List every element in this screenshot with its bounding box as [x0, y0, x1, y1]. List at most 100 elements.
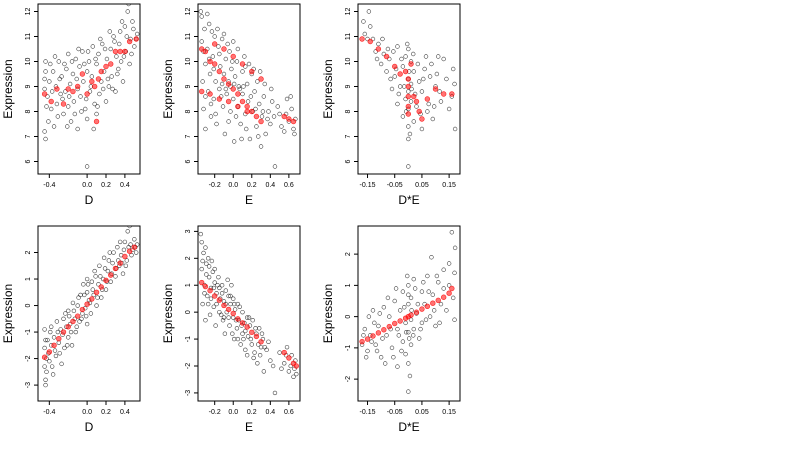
data-point — [240, 69, 245, 74]
data-point — [400, 289, 406, 294]
fitted-point — [74, 83, 81, 90]
data-point — [63, 311, 68, 316]
fitted-point — [225, 98, 232, 105]
data-point — [244, 81, 250, 87]
data-point — [452, 126, 458, 132]
data-point — [248, 336, 254, 342]
data-point — [407, 373, 413, 379]
data-point — [411, 51, 416, 57]
data-point — [389, 86, 395, 92]
data-point — [113, 89, 118, 94]
data-point — [403, 351, 408, 357]
data-point — [446, 106, 452, 112]
data-point — [42, 76, 47, 82]
data-point — [277, 111, 282, 117]
data-point — [203, 94, 208, 99]
data-point — [90, 44, 95, 49]
data-point — [365, 348, 370, 354]
data-point — [105, 268, 111, 274]
data-point — [66, 335, 71, 340]
plot-box — [357, 225, 461, 402]
data-point — [268, 358, 273, 363]
data-point — [381, 305, 387, 310]
data-point — [391, 49, 396, 54]
data-point — [451, 66, 456, 72]
data-point — [101, 255, 107, 261]
data-point — [279, 366, 284, 371]
data-point — [210, 54, 216, 59]
data-point — [421, 76, 426, 82]
fitted-point — [199, 88, 205, 95]
y-tick-label: 0 — [25, 303, 32, 307]
data-point — [406, 283, 411, 288]
data-point — [361, 19, 366, 24]
fitted-point — [221, 46, 227, 52]
fitted-point — [117, 260, 123, 266]
data-point — [110, 260, 115, 266]
data-point — [128, 242, 133, 247]
fitted-point — [89, 296, 95, 302]
data-point — [243, 328, 248, 334]
x-tick-label: 0.2 — [247, 409, 257, 416]
data-point — [289, 353, 294, 358]
fitted-point — [258, 339, 264, 345]
data-point — [216, 44, 221, 49]
fitted-point — [122, 48, 128, 55]
fitted-point — [419, 116, 425, 122]
data-point — [395, 44, 400, 49]
y-tick-label: 11 — [25, 33, 32, 40]
fitted-point — [216, 297, 223, 303]
data-point — [405, 41, 410, 47]
fitted-point — [79, 71, 86, 77]
data-point — [238, 121, 243, 127]
data-point — [409, 86, 414, 92]
scatter-panel-5: -0.2 0.0 0.2 0.4 0.6 -3 -2 -1 0 1 2 3 E Expression — [161, 225, 301, 434]
y-axis-title: Expression — [321, 59, 335, 118]
fitted-point — [235, 103, 241, 110]
x-tick-label: 0.0 — [228, 182, 238, 189]
data-point — [84, 321, 90, 327]
data-point — [96, 51, 101, 57]
data-point — [291, 374, 296, 379]
y-tick-label: 9 — [185, 84, 192, 88]
fitted-point — [411, 93, 417, 100]
fitted-point — [293, 363, 299, 369]
data-point — [419, 89, 425, 94]
data-point — [50, 372, 56, 377]
data-point — [282, 129, 287, 134]
data-point — [83, 106, 88, 112]
fitted-point — [416, 108, 422, 115]
x-tick-label: 0.4 — [265, 409, 275, 416]
data-point — [221, 299, 227, 304]
fitted-point — [112, 48, 119, 55]
data-point — [452, 245, 458, 251]
y-tick-label: 1 — [185, 283, 192, 287]
data-point — [202, 26, 207, 32]
data-point — [120, 271, 126, 276]
data-point — [244, 315, 250, 320]
fitted-point — [258, 118, 264, 125]
x-axis-title: D — [85, 193, 94, 207]
data-point — [272, 164, 278, 169]
data-point — [241, 84, 246, 89]
data-point — [277, 350, 282, 355]
data-point — [221, 31, 227, 37]
data-point — [203, 245, 208, 250]
data-point — [220, 318, 226, 323]
data-point — [215, 283, 220, 288]
data-point — [446, 283, 452, 288]
data-point — [212, 280, 217, 285]
data-point — [417, 79, 422, 84]
fitted-point — [230, 53, 236, 60]
data-point — [270, 363, 276, 369]
data-point — [434, 273, 440, 279]
data-point — [73, 56, 78, 62]
data-point — [407, 131, 413, 137]
fitted-point — [230, 310, 236, 317]
fitted-point — [413, 98, 420, 105]
plot-box — [37, 3, 141, 175]
fitted-point — [397, 318, 403, 324]
data-point — [252, 89, 257, 94]
data-point — [403, 320, 408, 326]
